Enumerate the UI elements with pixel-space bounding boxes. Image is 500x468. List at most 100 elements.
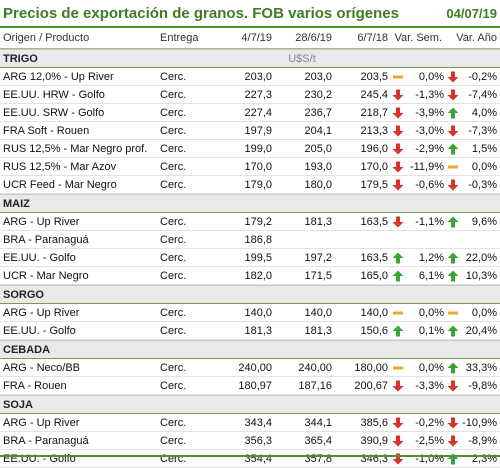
row-year-var: -0,3% [468,178,497,191]
row-price-week-ago: 181,3 [304,215,332,228]
row-price-year-ago: 200,67 [354,379,388,392]
row-week-var: -2,9% [415,142,444,155]
section-name: TRIGO [3,52,38,65]
section-name: SOJA [3,398,33,411]
row-price-year-ago: 218,7 [360,106,388,119]
week-indicator [388,143,408,155]
table-row: EE.UU. - Golfo Cerc. 181,3 181,3 150,6 0,1% 20… [0,322,500,340]
arrow-down-icon [447,89,459,101]
row-price-week-ago: 140,0 [304,306,332,319]
row-week-var: 6,1% [418,269,444,282]
week-indicator [388,380,408,392]
row-year-var: -7,3% [468,124,497,137]
row-delivery: Cerc. [160,215,187,228]
arrow-down-icon [392,161,404,173]
row-price-week-ago: 187,16 [298,379,332,392]
arrow-up-icon [447,252,459,264]
arrow-up-icon [447,143,459,155]
section-header: CEBADA [0,340,500,359]
row-origin: BRA - Paranaguá [3,434,89,447]
row-origin: ARG - Up River [3,416,80,429]
table-row: EE.UU. SRW - Golfo Cerc. 227,4 236,7 218,7 -3… [0,104,500,122]
flat-dash-icon [447,307,459,319]
section-header: SOJA [0,395,500,414]
year-indicator [444,417,462,429]
flat-dash-icon [392,307,404,319]
page-title: Precios de exportación de granos. FOB va… [3,4,399,22]
row-price-current: 343,4 [244,416,272,429]
table-row: FRA Soft - Rouen Cerc. 197,9 204,1 213,3 -3,0… [0,122,500,140]
arrow-down-icon [392,143,404,155]
row-year-var: 0,0% [471,160,497,173]
col-header-origin: Origen / Producto [3,32,90,44]
row-origin: ARG - Neco/BB [3,361,81,374]
row-price-current: 227,3 [244,88,272,101]
row-year-var: 20,4% [465,324,497,337]
row-delivery: Cerc. [160,306,187,319]
row-origin: RUS 12,5% - Mar Azov [3,160,117,173]
row-price-current: 356,3 [244,434,272,447]
table-row: UCR Feed - Mar Negro Cerc. 179,0 180,0 179,5… [0,176,500,194]
year-indicator [444,325,462,337]
row-delivery: Cerc. [160,178,187,191]
row-year-var: -8,9% [468,434,497,447]
col-header-date1: 4/7/19 [241,32,272,44]
week-indicator [388,161,408,173]
row-delivery: Cerc. [160,70,187,83]
arrow-up-icon [447,325,459,337]
flat-dash-icon [392,362,404,374]
arrow-down-icon [392,417,404,429]
arrow-down-icon [392,380,404,392]
row-delivery: Cerc. [160,324,187,337]
arrow-up-icon [447,216,459,228]
row-price-year-ago: 213,3 [360,124,388,137]
row-price-year-ago: 150,6 [360,324,388,337]
row-price-current: 181,3 [244,324,272,337]
row-year-var: 10,3% [465,269,497,282]
year-indicator [444,362,462,374]
row-origin: FRA - Rouen [3,379,67,392]
arrow-down-icon [392,89,404,101]
row-week-var: -1,3% [415,88,444,101]
table-row: ARG - Up River Cerc. 343,4 344,1 385,6 -0,2% -… [0,414,500,432]
row-week-var: 0,1% [418,324,444,337]
week-indicator [388,179,408,191]
year-indicator [444,270,462,282]
table-row: ARG - Up River Cerc. 179,2 181,3 163,5 -1,1% 9… [0,213,500,231]
row-price-week-ago: 203,0 [304,70,332,83]
row-origin: ARG - Up River [3,306,80,319]
table-row: UCR - Mar Negro Cerc. 182,0 171,5 165,0 6,1% 1… [0,267,500,285]
row-year-var: -7,4% [468,88,497,101]
report-date: 04/07/19 [446,5,497,21]
col-header-date2: 28/6/19 [295,32,332,44]
arrow-up-icon [392,325,404,337]
year-indicator [444,252,462,264]
table-row: BRA - Paranaguá Cerc. 356,3 365,4 390,9 -2,5%… [0,432,500,450]
year-indicator [444,307,462,319]
arrow-down-icon [447,125,459,137]
row-price-year-ago: 163,5 [360,251,388,264]
row-year-var: -0,2% [468,70,497,83]
arrow-down-icon [447,417,459,429]
row-week-var: -0,6% [415,178,444,191]
row-price-week-ago: 193,0 [304,160,332,173]
row-price-year-ago: 180,00 [354,361,388,374]
arrow-up-icon [392,270,404,282]
row-delivery: Cerc. [160,416,187,429]
row-price-year-ago: 170,0 [360,160,388,173]
col-header-delivery: Entrega [160,32,199,44]
row-origin: EE.UU. - Golfo [3,251,76,264]
row-week-var: -3,3% [415,379,444,392]
week-indicator [388,89,408,101]
row-delivery: Cerc. [160,233,187,246]
section-name: CEBADA [3,343,51,356]
row-delivery: Cerc. [160,88,187,101]
arrow-down-icon [392,107,404,119]
row-origin: BRA - Paranaguá [3,233,89,246]
row-week-var: 1,2% [418,251,444,264]
table-row: ARG - Neco/BB Cerc. 240,00 240,00 180,00 0,0%… [0,359,500,377]
row-origin: UCR - Mar Negro [3,269,89,282]
row-origin: ARG 12,0% - Up River [3,70,114,83]
table-row: ARG - Up River Cerc. 140,0 140,0 140,0 0,0% 0,… [0,304,500,322]
year-indicator [444,89,462,101]
